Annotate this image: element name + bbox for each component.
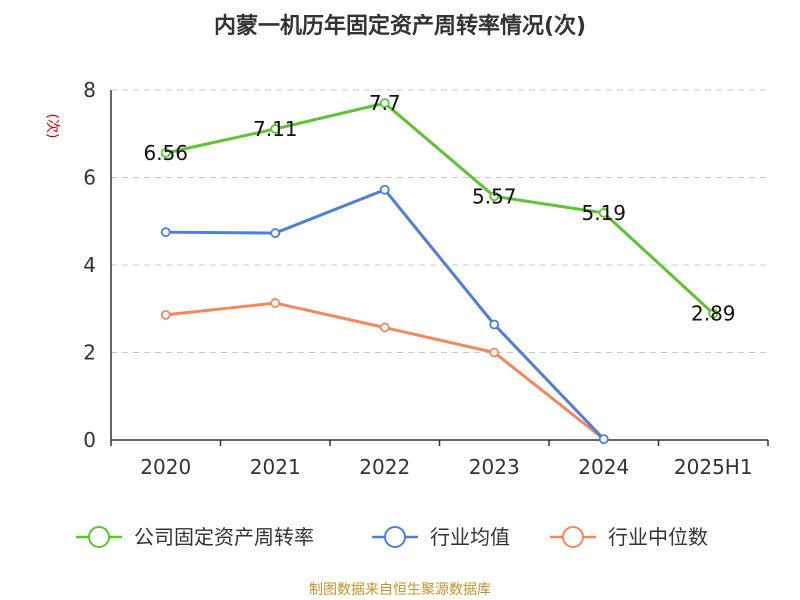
series-1 <box>160 98 719 319</box>
data-point <box>270 228 281 238</box>
data-point <box>160 148 171 158</box>
series-3 <box>160 298 609 445</box>
data-point <box>379 322 390 333</box>
y-tick-label: 6 <box>83 166 96 190</box>
legend: 公司固定资产周转率 行业均值 行业中位数 <box>76 525 708 549</box>
data-point <box>598 434 609 445</box>
x-tick-label: 2024 <box>578 455 629 479</box>
data-point <box>489 191 500 202</box>
y-tick-label: 2 <box>83 341 96 365</box>
y-tick-label: 0 <box>83 428 96 452</box>
series-layer <box>160 98 719 445</box>
legend-item: 行业中位数 <box>550 525 708 549</box>
x-tick-label: 2021 <box>250 455 301 479</box>
legend-item: 公司固定资产周转率 <box>76 525 314 549</box>
grid-layer <box>111 89 768 353</box>
series-line <box>165 188 605 441</box>
x-tick-label: 2023 <box>469 455 520 479</box>
legend-label: 行业中位数 <box>608 525 708 549</box>
data-point <box>379 98 390 109</box>
y-tick-label: 8 <box>83 78 96 102</box>
source-footer: 制图数据来自恒生聚源数据库 <box>309 582 491 598</box>
legend-label: 公司固定资产周转率 <box>134 525 314 549</box>
x-tick-label: 2025H1 <box>674 455 753 479</box>
legend-item: 行业均值 <box>372 525 510 549</box>
data-point <box>598 208 609 218</box>
series-line <box>165 101 715 315</box>
data-label-layer: 6.56 7.11 7.7 5.57 5.19 2.89 <box>143 91 735 325</box>
legend-marker <box>562 526 584 548</box>
legend-label: 行业均值 <box>430 525 510 549</box>
legend-marker <box>384 526 406 548</box>
legend-marker <box>88 526 110 548</box>
data-point <box>270 298 281 308</box>
y-tick-label: 4 <box>83 253 96 277</box>
data-point <box>489 319 500 330</box>
chart-title: 内蒙一机历年固定资产周转率情况(次) <box>214 13 586 39</box>
data-label: 5.57 <box>472 184 517 208</box>
data-label: 7.7 <box>369 91 401 115</box>
axis-layer: 0 2 4 6 8 2020 2021 2022 2023 2024 2025H1 <box>83 78 769 479</box>
series-2 <box>160 184 609 445</box>
x-tick-label: 2020 <box>140 455 191 479</box>
data-label: 5.19 <box>581 201 626 225</box>
data-label: 7.11 <box>253 117 298 141</box>
y-axis-label: (次) <box>44 114 60 139</box>
data-label: 2.89 <box>691 302 736 326</box>
data-point <box>160 309 171 320</box>
data-point <box>160 227 171 238</box>
data-label: 6.56 <box>143 141 188 165</box>
data-point <box>489 347 500 358</box>
x-tick-label: 2022 <box>359 455 410 479</box>
data-point <box>379 184 390 195</box>
data-point <box>708 308 719 319</box>
data-point <box>270 124 281 134</box>
